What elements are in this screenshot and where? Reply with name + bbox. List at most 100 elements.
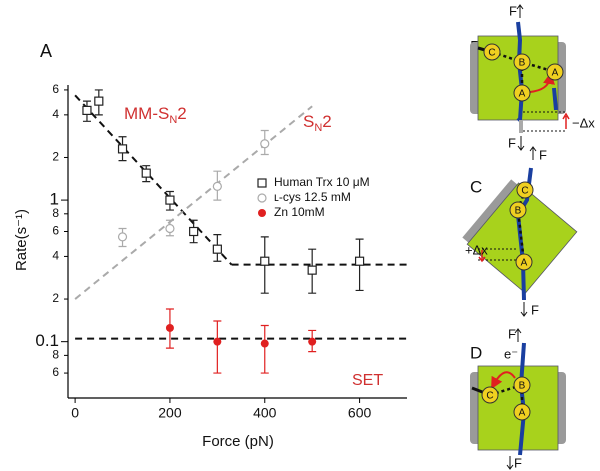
y-tick-label: 1: [50, 190, 59, 209]
force-label: F: [539, 147, 547, 162]
force-arrow: [514, 328, 522, 342]
site-label: A: [519, 89, 526, 100]
site-label: C: [521, 186, 528, 197]
diagram-d: D C B A e⁻ F F: [470, 326, 566, 470]
data-point: [82, 105, 92, 116]
legend-label: ʟ-cys 12.5 mM: [274, 190, 351, 204]
y-tick-label: 8: [52, 348, 59, 362]
annotation-subscript: N: [169, 114, 177, 126]
site: [513, 84, 531, 102]
data-point: [94, 96, 104, 106]
annotation: SN2: [303, 112, 332, 133]
data-point: [165, 223, 175, 234]
force-label: F: [531, 302, 539, 317]
y-tick-label: 0.1: [35, 331, 59, 350]
y-tick-label: 8: [52, 206, 59, 220]
site-label: A: [519, 408, 526, 419]
panel-label: D: [470, 343, 482, 362]
panel-label: C: [470, 177, 482, 196]
x-tick-label: 400: [253, 405, 277, 421]
site-label: C: [486, 391, 493, 402]
site: [483, 43, 501, 61]
annotation: SET: [352, 372, 383, 389]
y-tick-label: 2: [52, 150, 59, 164]
y-tick-label: 6: [52, 224, 59, 238]
x-tick-label: 200: [158, 405, 182, 421]
site-label: A: [521, 258, 528, 269]
bond: [489, 383, 524, 412]
data-point: [260, 139, 270, 149]
legend-label: Zn 10mM: [274, 205, 325, 219]
fit-line: [74, 94, 233, 266]
site: [513, 53, 531, 71]
data-point: [260, 339, 269, 348]
x-tick-label: 600: [348, 405, 372, 421]
legend-label: Human Trx 10 μM: [274, 175, 370, 189]
y-tick-label: 4: [52, 249, 59, 263]
site-label: A: [552, 68, 559, 79]
force-arrow: [516, 4, 524, 18]
diagram-c: C C B A F F +Δx: [462, 146, 578, 317]
x-tick-label: 0: [71, 405, 79, 421]
annotation-subscript: N: [314, 122, 322, 134]
data-point: [117, 144, 128, 154]
data-point: [213, 337, 222, 346]
force-label: F: [509, 3, 517, 18]
guide: [523, 111, 566, 132]
site-label: B: [519, 381, 526, 392]
force-arrow: [506, 456, 514, 470]
force-arrow: [529, 146, 537, 160]
data-point: [212, 244, 222, 254]
strand: [516, 21, 525, 125]
data-point: [165, 195, 175, 205]
data-point: [307, 265, 317, 275]
strand: [552, 87, 558, 111]
site-label: B: [519, 58, 526, 69]
annotation-text: 2: [322, 112, 331, 131]
data-point: [189, 226, 199, 237]
error-bar: [260, 324, 269, 374]
y-axis-label: Rate(s⁻¹): [13, 209, 30, 271]
site-label: B: [515, 206, 522, 217]
shift-arrow: [478, 250, 486, 263]
data-point: [354, 256, 365, 266]
site: [546, 63, 564, 81]
data-point: [260, 256, 270, 266]
y-tick-label: 6: [52, 82, 59, 96]
site: [481, 386, 499, 404]
data-point: [165, 323, 174, 332]
fit-line: [74, 105, 313, 300]
shift-arrow: [562, 112, 570, 129]
electron-label: e⁻: [504, 346, 518, 361]
y-tick-label: 6: [52, 365, 59, 379]
annotation-text: MM-S: [124, 104, 169, 123]
y-tick-label: 2: [52, 291, 59, 305]
force-label: F: [508, 135, 516, 150]
panel-label: A: [40, 41, 52, 61]
annotation: MM-SN2: [124, 104, 187, 125]
data-point: [117, 232, 128, 242]
legend-marker: [257, 193, 267, 203]
site: [515, 253, 533, 271]
legend-marker: [258, 209, 266, 217]
electron-arrow: [491, 371, 516, 390]
site: [513, 403, 531, 421]
site-label: C: [488, 48, 495, 59]
site: [516, 181, 534, 199]
reaction-arrow: [529, 72, 555, 93]
force-arrow: [517, 136, 525, 151]
force-label: F: [514, 455, 522, 470]
x-axis-label: Force (pN): [202, 433, 274, 450]
annotation-text: 2: [177, 104, 186, 123]
site: [513, 376, 531, 394]
shift-label: −Δx: [572, 115, 595, 130]
legend-marker: [257, 178, 267, 188]
data-point: [141, 168, 151, 178]
diagram-b: B C B A A F F −Δx: [470, 3, 595, 151]
site: [509, 201, 527, 219]
data-point: [308, 337, 317, 346]
force-label: F: [508, 326, 516, 341]
annotation-text: S: [303, 112, 314, 131]
y-tick-label: 4: [52, 107, 59, 121]
